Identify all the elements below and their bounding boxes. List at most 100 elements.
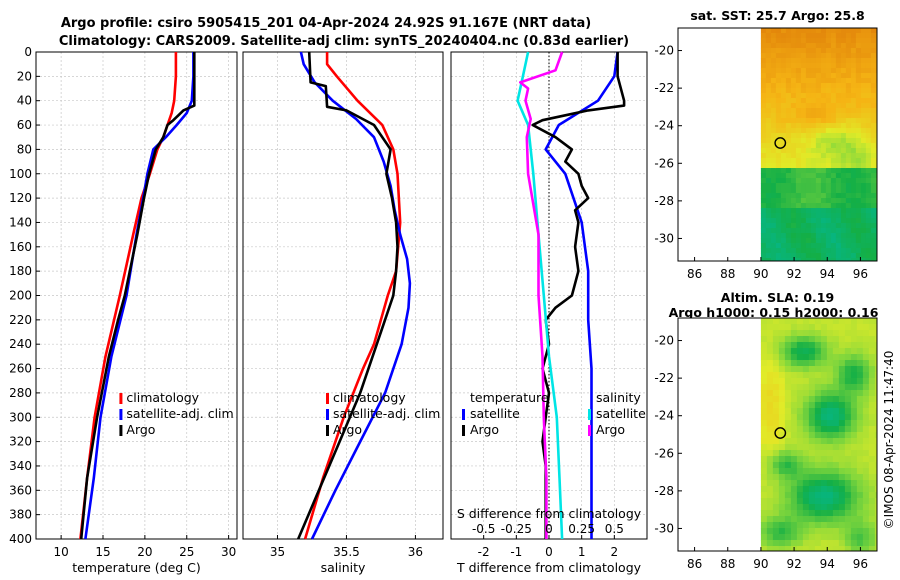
heatmap-cell (814, 336, 822, 343)
heatmap-cell (860, 48, 867, 54)
heatmap-cell (780, 213, 787, 219)
heatmap-cell (772, 330, 780, 337)
heatmap-cell (796, 318, 804, 325)
heatmap-cell (795, 158, 802, 164)
heatmap-cell (838, 396, 846, 403)
heatmap-cell (855, 188, 862, 194)
heatmap-cell (814, 408, 822, 415)
heatmap-cell (860, 193, 867, 199)
heatmap-cell (820, 248, 827, 254)
heatmap-cell (874, 444, 878, 451)
heatmap-cell (860, 143, 867, 149)
heatmap-cell (844, 336, 852, 343)
heatmap-cell (845, 48, 852, 54)
heatmap-cell (760, 258, 767, 262)
heatmap-cell (860, 53, 867, 59)
heatmap-cell (775, 208, 782, 214)
heatmap-cell (796, 414, 804, 421)
heatmap-cell (862, 522, 870, 529)
heatmap-cell (845, 163, 852, 169)
heatmap-cell (775, 143, 782, 149)
heatmap-cell (832, 360, 840, 367)
heatmap-cell (830, 133, 837, 139)
heatmap-cell (778, 486, 786, 493)
heatmap-cell (870, 43, 877, 49)
heatmap-cell (760, 78, 767, 84)
heatmap-cell (870, 258, 877, 262)
heatmap-cell (868, 390, 876, 397)
heatmap-cell (760, 208, 767, 214)
heatmap-cell (820, 118, 827, 124)
heatmap-cell (832, 450, 840, 457)
heatmap-cell (765, 78, 772, 84)
heatmap-cell (775, 193, 782, 199)
heatmap-cell (865, 163, 872, 169)
heatmap-cell (874, 462, 878, 469)
heatmap-cell (870, 68, 877, 74)
x-tick-label: 88 (720, 557, 735, 571)
heatmap-cell (810, 163, 817, 169)
heatmap-cell (780, 53, 787, 59)
heatmap-cell (780, 228, 787, 234)
heatmap-cell (855, 48, 862, 54)
heatmap-cell (874, 504, 878, 511)
heatmap-cell (826, 372, 834, 379)
heatmap-cell (770, 138, 777, 144)
heatmap-cell (772, 456, 780, 463)
legend-swatch-argo (119, 425, 123, 436)
heatmap-cell (865, 123, 872, 129)
heatmap-cell (874, 324, 878, 331)
heatmap-cell (862, 360, 870, 367)
heatmap-cell (856, 384, 864, 391)
heatmap-cell (810, 238, 817, 244)
heatmap-cell (766, 528, 774, 535)
heatmap-cell (765, 73, 772, 79)
heatmap-cell (810, 88, 817, 94)
heatmap-cell (835, 78, 842, 84)
heatmap-cell (766, 450, 774, 457)
heatmap-cell (760, 133, 767, 139)
heatmap-cell (815, 68, 822, 74)
heatmap-cell (855, 218, 862, 224)
heatmap-cell (838, 360, 846, 367)
heatmap-cell (850, 444, 858, 451)
heatmap-cell (820, 366, 828, 373)
heatmap-cell (766, 546, 774, 552)
heatmap-cell (825, 218, 832, 224)
heatmap-cell (865, 173, 872, 179)
heatmap-cell (815, 213, 822, 219)
heatmap-cell (760, 426, 768, 433)
x-tick-label: 15 (95, 545, 110, 559)
heatmap-cell (868, 516, 876, 523)
heatmap-cell (832, 420, 840, 427)
heatmap-cell (770, 198, 777, 204)
heatmap-cell (826, 510, 834, 517)
heatmap-cell (865, 223, 872, 229)
heatmap-cell (760, 73, 767, 79)
y-tick-label: -28 (654, 194, 674, 208)
heatmap-cell (845, 228, 852, 234)
heatmap-cell (815, 158, 822, 164)
legend-swatch-temperature-argo (462, 425, 465, 436)
heatmap-cell (856, 504, 864, 511)
heatmap-cell (874, 378, 878, 385)
heatmap-cell (832, 408, 840, 415)
heatmap-cell (835, 253, 842, 259)
heatmap-cell (832, 480, 840, 487)
legend-swatch-salinity-argo (588, 425, 591, 436)
heatmap-cell (778, 438, 786, 445)
heatmap-cell (765, 103, 772, 109)
heatmap-cell (865, 88, 872, 94)
heatmap-cell (850, 468, 858, 475)
heatmap-cell (778, 432, 786, 439)
heatmap-cell (800, 73, 807, 79)
heatmap-cell (825, 48, 832, 54)
heatmap-cell (820, 28, 827, 34)
heatmap-cell (790, 474, 798, 481)
heatmap-cell (862, 492, 870, 499)
heatmap-cell (868, 522, 876, 529)
heatmap-cell (760, 468, 768, 475)
heatmap-cell (874, 534, 878, 541)
heatmap-cell (845, 38, 852, 44)
heatmap-cell (760, 113, 767, 119)
